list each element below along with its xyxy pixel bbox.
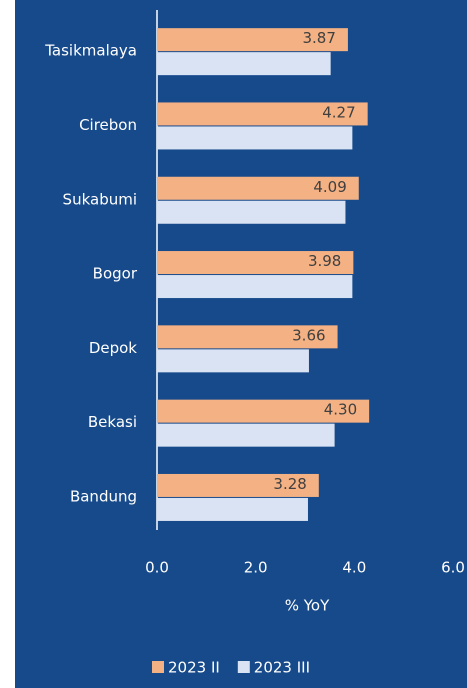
bar bbox=[157, 28, 348, 52]
bar bbox=[157, 275, 353, 299]
x-tick-label: 0.0 bbox=[145, 559, 169, 577]
y-tick-label: Cirebon bbox=[79, 116, 137, 134]
data-label: 4.27 bbox=[322, 103, 355, 121]
bar bbox=[157, 349, 309, 373]
bar bbox=[157, 200, 346, 224]
legend-swatch bbox=[152, 661, 164, 673]
legend-label: 2023 III bbox=[254, 659, 310, 677]
bar bbox=[157, 423, 335, 447]
data-label: 4.09 bbox=[313, 178, 346, 196]
bar bbox=[157, 399, 370, 423]
bar bbox=[157, 325, 338, 349]
bar bbox=[157, 52, 331, 76]
x-tick-label: 2.0 bbox=[244, 559, 268, 577]
x-tick-label: 6.0 bbox=[441, 559, 465, 577]
y-tick-label: Bogor bbox=[93, 265, 138, 283]
bar bbox=[157, 102, 368, 126]
x-axis-label: % YoY bbox=[285, 597, 330, 615]
bar bbox=[157, 251, 354, 275]
data-label: 3.87 bbox=[303, 29, 336, 47]
bar bbox=[157, 473, 319, 497]
y-tick-label: Bandung bbox=[70, 487, 137, 505]
data-label: 3.28 bbox=[273, 475, 306, 493]
legend-swatch bbox=[237, 661, 250, 673]
data-label: 3.98 bbox=[308, 252, 341, 270]
data-label: 3.66 bbox=[292, 326, 325, 344]
bar bbox=[157, 497, 308, 521]
y-tick-label: Depok bbox=[89, 339, 137, 357]
legend-label: 2023 II bbox=[168, 659, 220, 677]
bar bbox=[157, 176, 359, 200]
y-tick-label: Bekasi bbox=[88, 413, 137, 431]
bar bbox=[157, 126, 353, 150]
y-tick-label: Sukabumi bbox=[63, 190, 137, 208]
y-tick-label: Tasikmalaya bbox=[44, 42, 137, 60]
x-tick-label: 4.0 bbox=[342, 559, 366, 577]
data-label: 4.30 bbox=[324, 401, 357, 419]
